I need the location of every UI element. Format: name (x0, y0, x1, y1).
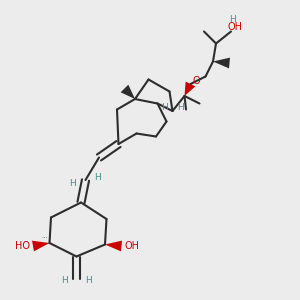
Text: H: H (69, 178, 75, 188)
Text: O: O (193, 76, 200, 86)
Text: H: H (61, 276, 68, 285)
Text: OH: OH (228, 22, 243, 32)
Text: HO: HO (15, 241, 30, 251)
Text: H: H (94, 172, 101, 182)
Text: H: H (162, 103, 168, 112)
Text: ...: ... (42, 232, 48, 238)
Text: OH: OH (124, 241, 140, 251)
Polygon shape (213, 58, 230, 68)
Polygon shape (184, 82, 195, 96)
Text: H: H (177, 103, 183, 112)
Polygon shape (105, 241, 122, 251)
Polygon shape (32, 241, 50, 251)
Text: H: H (85, 276, 92, 285)
Polygon shape (121, 85, 135, 99)
Text: H: H (230, 15, 236, 24)
